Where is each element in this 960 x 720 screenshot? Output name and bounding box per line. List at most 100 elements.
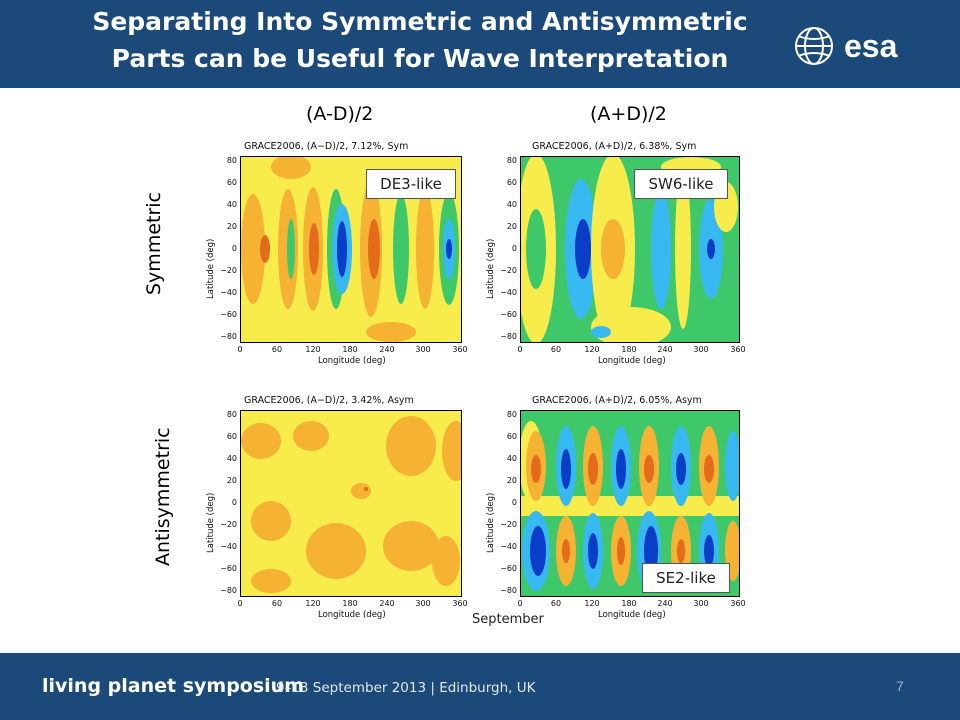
page-number: 7 (896, 678, 904, 694)
slide-title-line-2: Parts can be Useful for Wave Interpretat… (111, 44, 729, 73)
figure-caption: September (472, 612, 544, 627)
x-tick: 180 (342, 345, 358, 354)
y-tick: 60 (506, 178, 517, 187)
y-tick: −80 (500, 332, 517, 341)
y-tick: 20 (506, 476, 517, 485)
y-tick: 0 (511, 498, 517, 507)
x-tick: 240 (657, 345, 673, 354)
row-label-symmetric: Symmetric (143, 192, 165, 295)
x-tick: 0 (237, 599, 243, 608)
y-tick: −20 (220, 520, 237, 529)
y-tick: −60 (220, 310, 237, 319)
slide-title-line-1: Separating Into Symmetric and Antisymmet… (92, 7, 748, 36)
x-tick: 300 (693, 599, 709, 608)
x-tick: 120 (584, 345, 600, 354)
y-tick: 40 (506, 454, 517, 463)
x-axis-label: Longitude (deg) (318, 356, 386, 366)
contour-figure: GRACE2006, (A−D)/2, 7.12%, Sym Latitude … (200, 139, 752, 635)
x-tick: 60 (271, 345, 283, 354)
x-tick: 300 (415, 345, 431, 354)
y-tick: −80 (220, 586, 237, 595)
y-tick: 60 (226, 432, 237, 441)
y-tick: 0 (231, 244, 237, 253)
y-tick: 80 (506, 410, 517, 419)
y-tick: 60 (506, 432, 517, 441)
y-tick: 20 (506, 222, 517, 231)
y-tick: 60 (226, 178, 237, 187)
y-tick: −60 (220, 564, 237, 573)
contour-plot-asym-a-minus-d (240, 410, 462, 597)
y-tick: −60 (500, 564, 517, 573)
panel-title: GRACE2006, (A+D)/2, 6.05%, Asym (532, 395, 702, 406)
y-tick: 80 (506, 156, 517, 165)
esa-globe-icon (795, 27, 833, 65)
y-axis-label: Latitude (deg) (486, 238, 496, 299)
footer-bar (0, 653, 960, 720)
footer-brand: living planet symposium (42, 675, 305, 697)
panel-title: GRACE2006, (A−D)/2, 7.12%, Sym (244, 141, 409, 152)
y-tick: −40 (500, 542, 517, 551)
y-tick: 20 (226, 222, 237, 231)
y-tick: −40 (220, 288, 237, 297)
panel-asym-a-plus-d: GRACE2006, (A+D)/2, 6.05%, Asym Latitude… (476, 387, 752, 635)
callout-de3-like: DE3-like (366, 169, 456, 199)
y-tick: 20 (226, 476, 237, 485)
y-tick: −20 (500, 520, 517, 529)
x-tick: 0 (517, 599, 523, 608)
callout-se2-like: SE2-like (642, 563, 730, 593)
panel-title: GRACE2006, (A+D)/2, 6.38%, Sym (532, 141, 697, 152)
y-tick: 40 (226, 200, 237, 209)
y-tick: −60 (500, 310, 517, 319)
x-tick: 360 (730, 345, 746, 354)
footer-event-info: 9–13 September 2013 | Edinburgh, UK (276, 680, 536, 696)
x-tick: 360 (452, 345, 468, 354)
x-tick: 60 (271, 599, 283, 608)
x-tick: 360 (730, 599, 746, 608)
x-tick: 240 (657, 599, 673, 608)
y-tick: −80 (500, 586, 517, 595)
x-tick: 360 (452, 599, 468, 608)
x-axis-label: Longitude (deg) (318, 610, 386, 620)
x-tick: 180 (342, 599, 358, 608)
y-tick: 40 (506, 200, 517, 209)
y-tick: 0 (231, 498, 237, 507)
panel-sym-a-plus-d: GRACE2006, (A+D)/2, 6.38%, Sym Latitude … (476, 139, 752, 387)
column-label-a-minus-d: (A-D)/2 (306, 103, 374, 125)
x-axis-label: Longitude (deg) (598, 610, 666, 620)
panel-sym-a-minus-d: GRACE2006, (A−D)/2, 7.12%, Sym Latitude … (200, 139, 476, 387)
x-tick: 120 (305, 599, 321, 608)
y-axis-label: Latitude (deg) (486, 492, 496, 553)
column-label-a-plus-d: (A+D)/2 (590, 103, 667, 125)
x-tick: 180 (621, 599, 637, 608)
y-tick: −20 (220, 266, 237, 275)
y-tick: 80 (226, 410, 237, 419)
x-tick: 240 (379, 599, 395, 608)
title-bar (0, 0, 960, 88)
row-label-antisymmetric: Antisymmetric (152, 427, 174, 566)
x-tick: 120 (305, 345, 321, 354)
y-tick: −40 (220, 542, 237, 551)
x-tick: 180 (621, 345, 637, 354)
panel-asym-a-minus-d: GRACE2006, (A−D)/2, 3.42%, Asym Latitude… (200, 387, 476, 635)
contour-fill (241, 411, 461, 596)
callout-sw6-like: SW6-like (634, 169, 728, 199)
esa-logo-text: esa (844, 28, 898, 64)
y-tick: −40 (500, 288, 517, 297)
x-tick: 0 (237, 345, 243, 354)
x-tick: 0 (517, 345, 523, 354)
y-axis-label: Latitude (deg) (206, 238, 216, 299)
y-tick: 0 (511, 244, 517, 253)
x-tick: 60 (550, 345, 562, 354)
x-tick: 300 (415, 599, 431, 608)
x-tick: 120 (584, 599, 600, 608)
esa-logo: esa (795, 27, 898, 65)
y-tick: −80 (220, 332, 237, 341)
x-tick: 240 (379, 345, 395, 354)
x-axis-label: Longitude (deg) (598, 356, 666, 366)
y-axis-label: Latitude (deg) (206, 492, 216, 553)
panel-title: GRACE2006, (A−D)/2, 3.42%, Asym (244, 395, 414, 406)
y-tick: 40 (226, 454, 237, 463)
x-tick: 60 (550, 599, 562, 608)
x-tick: 300 (693, 345, 709, 354)
y-tick: −20 (500, 266, 517, 275)
